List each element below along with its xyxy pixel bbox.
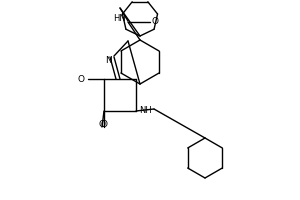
Text: HN: HN xyxy=(113,14,126,23)
Text: N: N xyxy=(105,56,112,65)
Text: NH: NH xyxy=(140,106,152,115)
Text: O: O xyxy=(152,18,159,26)
Text: O: O xyxy=(100,120,107,129)
Text: O: O xyxy=(98,120,106,129)
Text: O: O xyxy=(78,74,85,84)
